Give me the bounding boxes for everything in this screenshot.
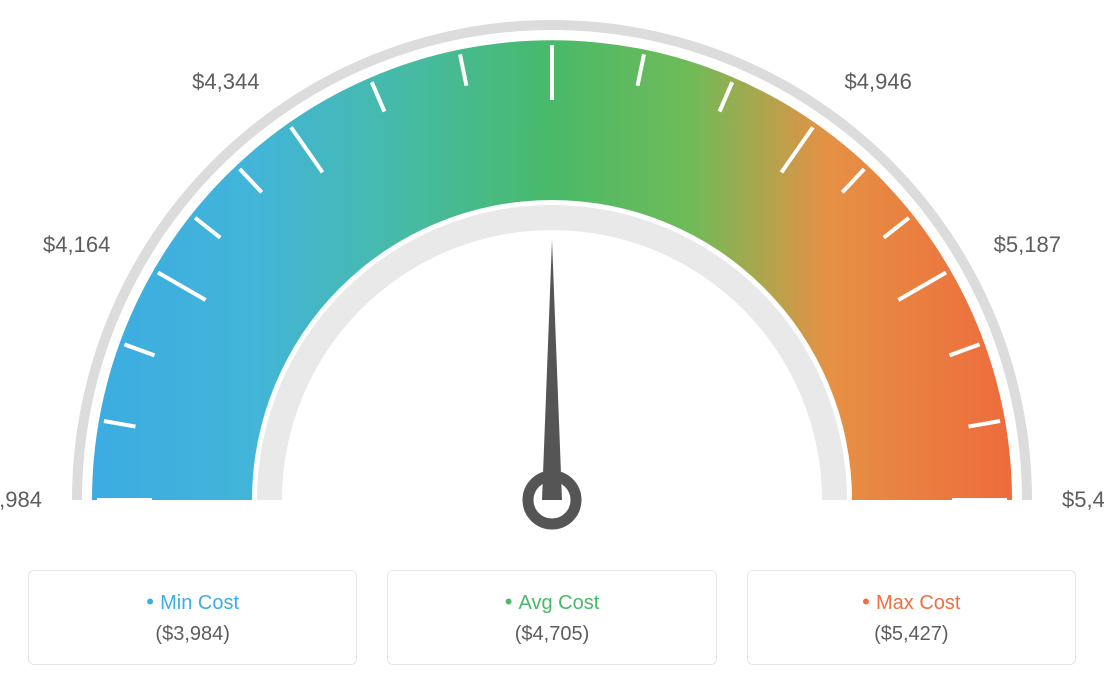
tick-label: $4,344 (192, 69, 259, 94)
legend-min-value: ($3,984) (39, 623, 346, 646)
tick-label: $3,984 (0, 487, 42, 512)
legend-card-max: Max Cost ($5,427) (747, 570, 1076, 665)
legend-avg-value: ($4,705) (398, 623, 705, 646)
legend-avg-title: Avg Cost (398, 589, 705, 615)
tick-label: $4,946 (845, 69, 912, 94)
legend-max-value: ($5,427) (758, 623, 1065, 646)
legend-card-avg: Avg Cost ($4,705) (387, 570, 716, 665)
tick-label: $5,427 (1062, 487, 1104, 512)
cost-gauge-container: $3,984 $4,164 $4,344 $4,705 $4,946 $5,187 $5,4… (0, 0, 1104, 690)
needle (542, 240, 562, 500)
tick-label: $4,705 (518, 0, 585, 2)
legend-max-title: Max Cost (758, 589, 1065, 615)
gauge-chart: $3,984 $4,164 $4,344 $4,705 $4,946 $5,187 $5,4… (0, 0, 1104, 560)
tick-label: $5,187 (994, 232, 1061, 257)
legend-min-title: Min Cost (39, 589, 346, 615)
legend-row: Min Cost ($3,984) Avg Cost ($4,705) Max … (0, 570, 1104, 665)
tick-label: $4,164 (43, 232, 110, 257)
legend-card-min: Min Cost ($3,984) (28, 570, 357, 665)
gauge-area: $3,984 $4,164 $4,344 $4,705 $4,946 $5,187 $5,4… (0, 0, 1104, 560)
